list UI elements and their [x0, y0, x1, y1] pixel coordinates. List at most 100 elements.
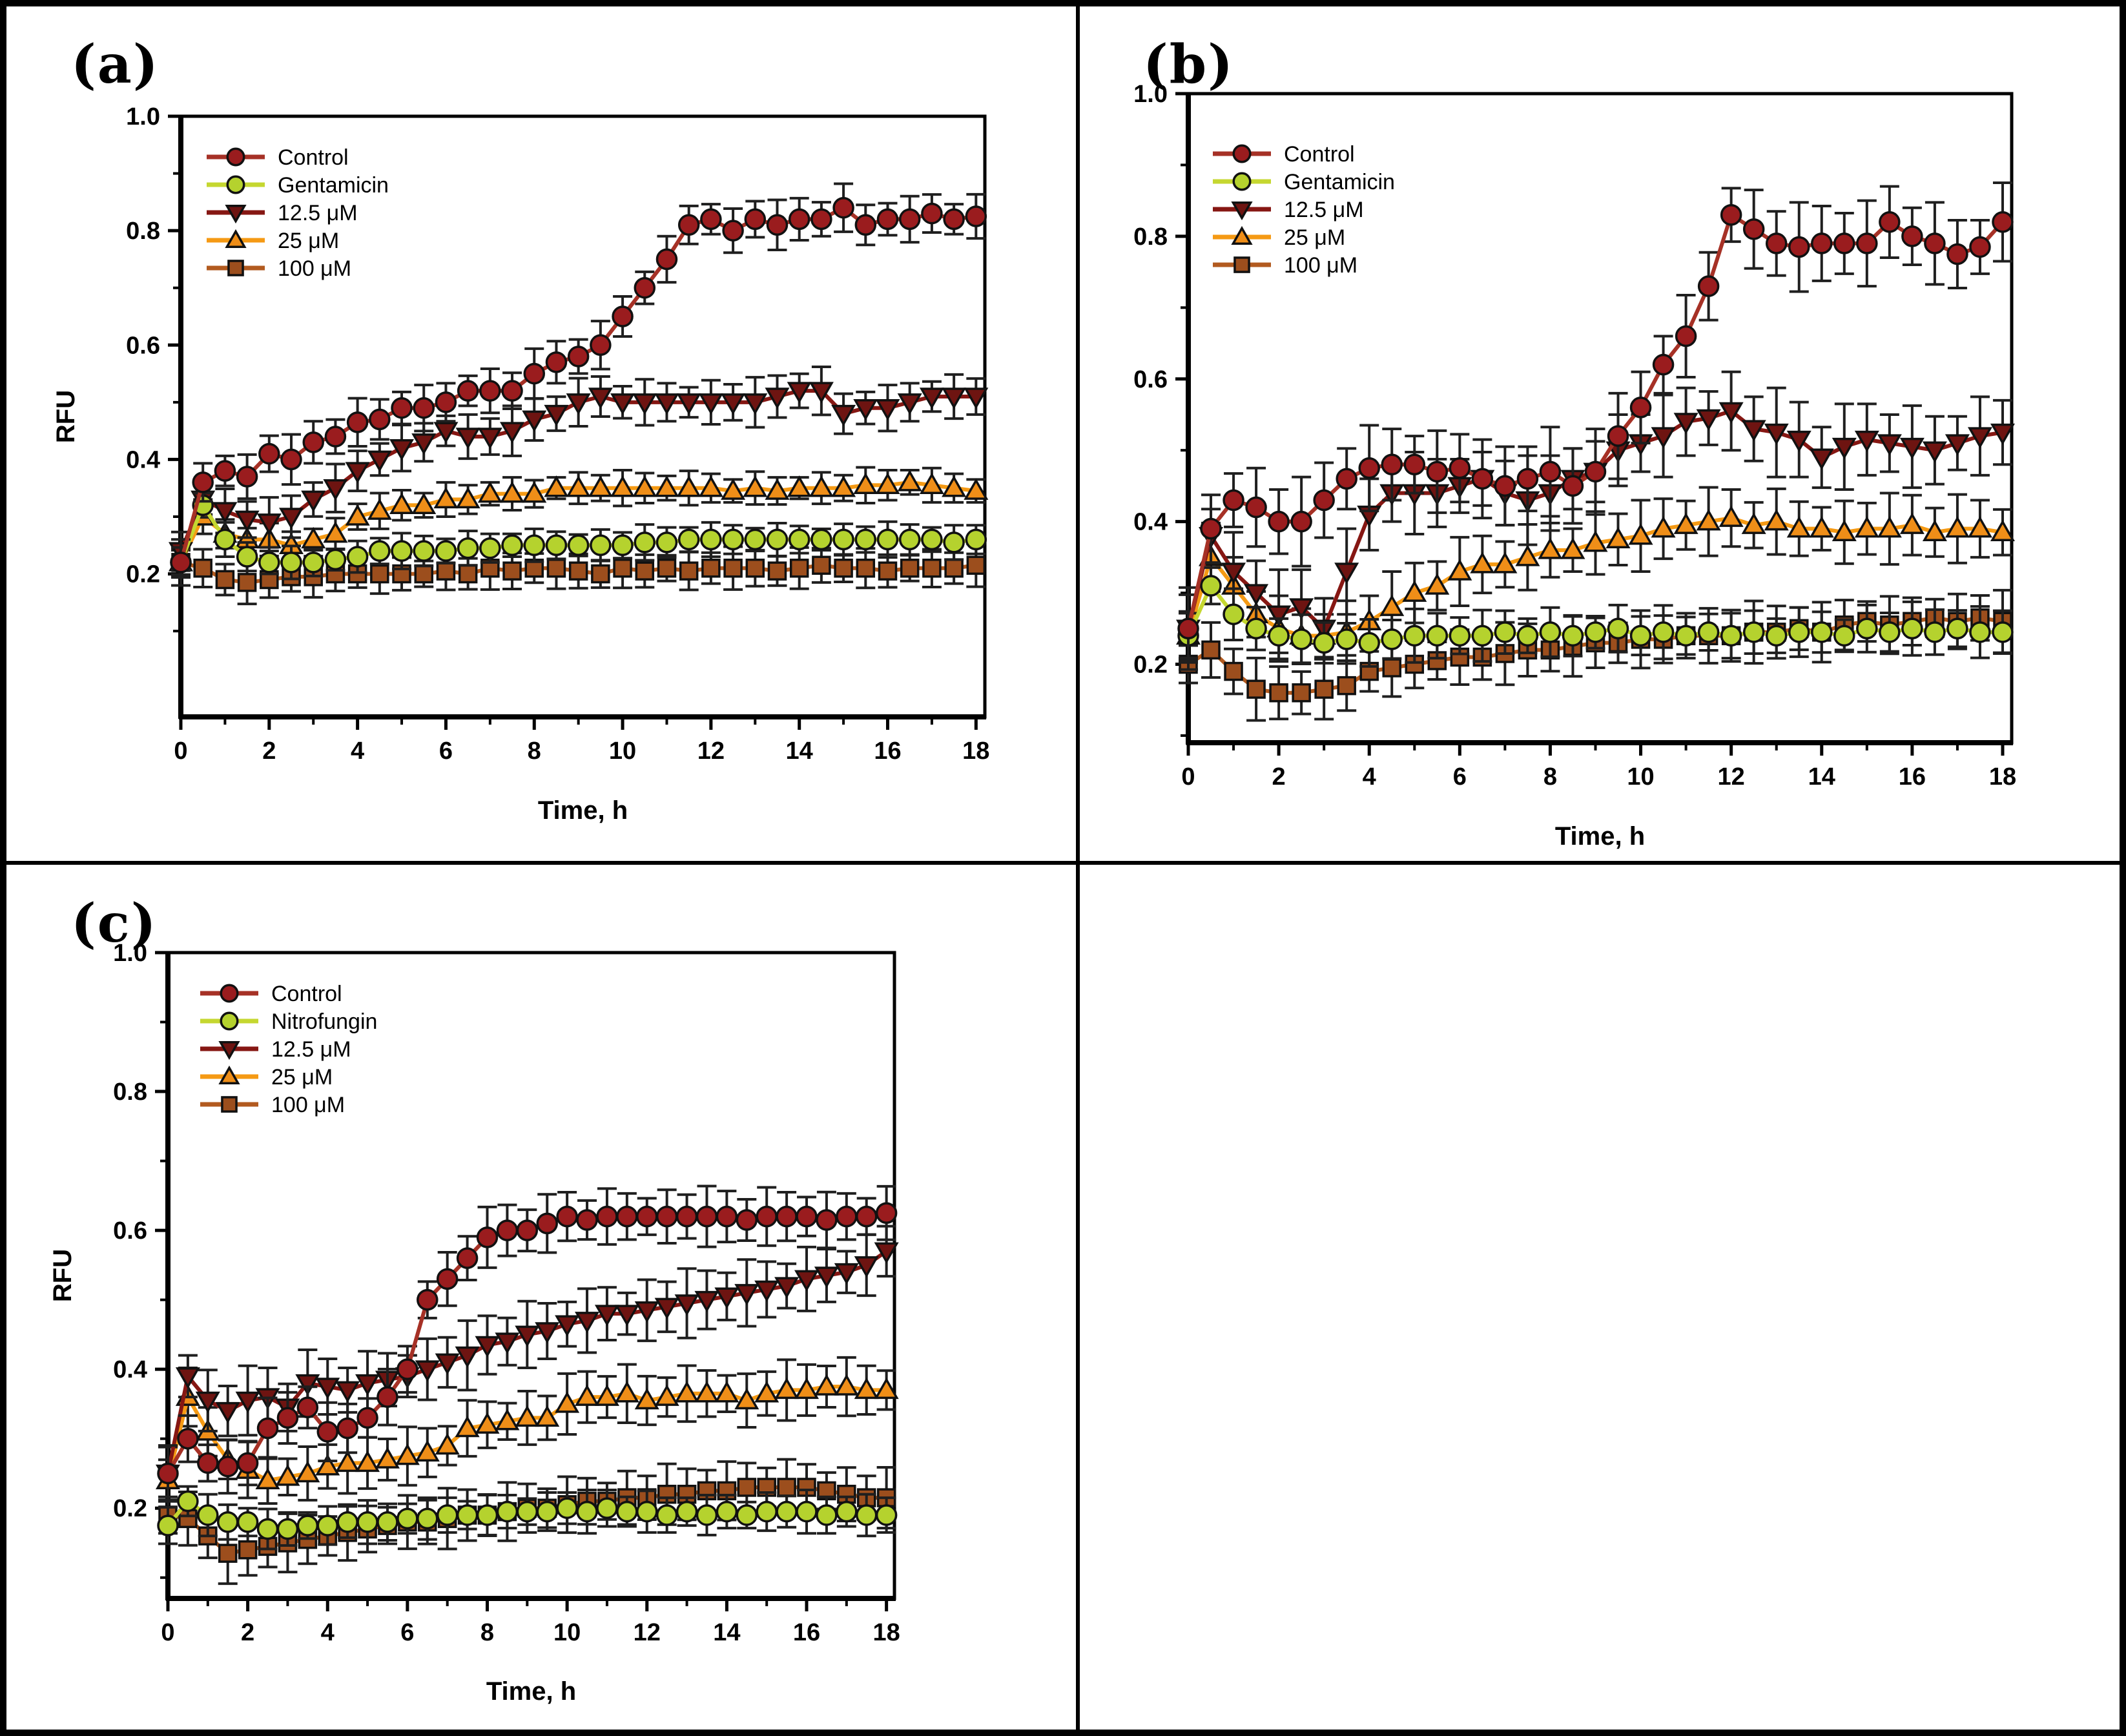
data-point-marker: [1877, 434, 1902, 456]
data-point-marker: [296, 1514, 319, 1536]
data-point-marker: [788, 208, 810, 231]
data-point-marker: [1924, 232, 1946, 254]
panel-label-c: (c): [71, 893, 158, 955]
data-point-marker: [1720, 203, 1742, 226]
data-point-marker: [1696, 509, 1721, 531]
data-point-marker: [536, 1212, 558, 1235]
data-point-marker: [1696, 409, 1721, 431]
data-point-marker: [774, 1277, 800, 1299]
data-point-marker: [1381, 628, 1403, 650]
data-point-marker: [634, 276, 656, 299]
data-point-marker: [809, 382, 834, 404]
data-point-marker: [590, 534, 612, 557]
data-point-marker: [774, 1377, 800, 1400]
data-point-marker: [776, 1205, 798, 1228]
data-point-marker: [1833, 232, 1855, 254]
data-point-marker: [788, 528, 810, 551]
data-point-marker: [367, 498, 392, 520]
data-point-marker: [1539, 621, 1562, 643]
data-point-marker: [590, 334, 612, 356]
x-tick-label: 14: [786, 738, 813, 765]
data-point-marker: [479, 380, 501, 402]
data-point-marker: [1675, 625, 1697, 647]
data-point-marker: [1718, 505, 1744, 527]
data-point-marker: [256, 513, 282, 535]
data-point-marker: [295, 1460, 320, 1483]
data-point-marker: [1833, 625, 1855, 647]
data-point-marker: [477, 428, 502, 450]
y-tick-label: 0.4: [126, 446, 160, 473]
data-point-marker: [515, 1325, 540, 1347]
legend-marker: [227, 260, 244, 276]
data-point-marker: [335, 1450, 360, 1472]
data-point-marker: [336, 1417, 358, 1440]
data-point-marker: [856, 558, 876, 578]
data-point-marker: [919, 472, 944, 495]
data-point-marker: [1224, 661, 1243, 681]
legend-label: 100 μM: [271, 1093, 345, 1117]
data-point-marker: [496, 1219, 519, 1241]
data-point-marker: [744, 208, 767, 231]
data-point-marker: [1673, 413, 1698, 435]
data-point-marker: [1922, 519, 1947, 541]
data-point-marker: [721, 393, 746, 415]
legend-marker: [220, 984, 239, 1003]
data-point-marker: [545, 534, 568, 557]
data-point-marker: [701, 558, 721, 578]
data-point-marker: [1945, 516, 1970, 538]
data-point-marker: [855, 1504, 878, 1526]
data-point-marker: [1470, 552, 1495, 574]
data-point-marker: [616, 1500, 638, 1523]
data-point-marker: [389, 492, 415, 515]
data-point-marker: [544, 475, 569, 497]
x-tick-label: 16: [793, 1619, 820, 1646]
data-point-marker: [610, 475, 635, 497]
x-tick-label: 8: [1543, 763, 1557, 790]
data-point-marker: [214, 528, 236, 551]
data-point-marker: [612, 305, 634, 327]
data-point-marker: [874, 1377, 899, 1400]
data-point-marker: [323, 479, 348, 501]
data-point-marker: [676, 1500, 698, 1523]
data-point-marker: [943, 532, 965, 553]
data-point-marker: [515, 1405, 540, 1427]
data-point-marker: [1201, 640, 1221, 660]
data-point-marker: [594, 1384, 619, 1406]
grid-divider-horizontal: [6, 861, 2120, 865]
data-point-marker: [1449, 457, 1471, 479]
data-point-marker: [796, 1500, 818, 1523]
data-point-marker: [854, 1377, 879, 1400]
data-point-marker: [255, 1467, 280, 1489]
data-point-marker: [175, 1367, 200, 1389]
data-point-marker: [413, 397, 435, 419]
data-point-marker: [1492, 552, 1518, 574]
data-point-marker: [501, 380, 523, 402]
data-point-marker: [346, 546, 369, 568]
data-point-marker: [1628, 523, 1653, 545]
data-point-marker: [743, 393, 768, 415]
x-tick-label: 18: [872, 1619, 900, 1646]
data-point-marker: [367, 450, 392, 472]
data-point-marker: [411, 492, 437, 515]
data-point-marker: [921, 528, 943, 551]
data-point-marker: [1605, 526, 1631, 548]
legend-label: 100 μM: [1284, 253, 1357, 278]
data-point-marker: [576, 1500, 598, 1523]
data-point-marker: [897, 470, 922, 491]
chart-panel-c: 0 2 4 6 8 10 12 14 16 18 0.2 0.4 0.6 0.8 1.0 Time, h RFU…: [48, 940, 900, 1706]
data-point-marker: [455, 428, 480, 450]
data-point-marker: [794, 1270, 820, 1292]
data-point-marker: [397, 1358, 418, 1380]
data-point-marker: [545, 351, 568, 373]
x-tick-label: 0: [161, 1619, 174, 1646]
data-point-marker: [1405, 654, 1425, 674]
data-point-marker: [596, 1205, 618, 1228]
data-point-marker: [1336, 468, 1357, 490]
legend-label: Control: [1284, 142, 1355, 167]
data-point-marker: [634, 1388, 659, 1410]
data-point-marker: [157, 1462, 179, 1485]
legend-label: 25 μM: [1284, 225, 1345, 250]
data-point-marker: [567, 534, 590, 557]
y-tick-label: 0.8: [113, 1079, 147, 1106]
